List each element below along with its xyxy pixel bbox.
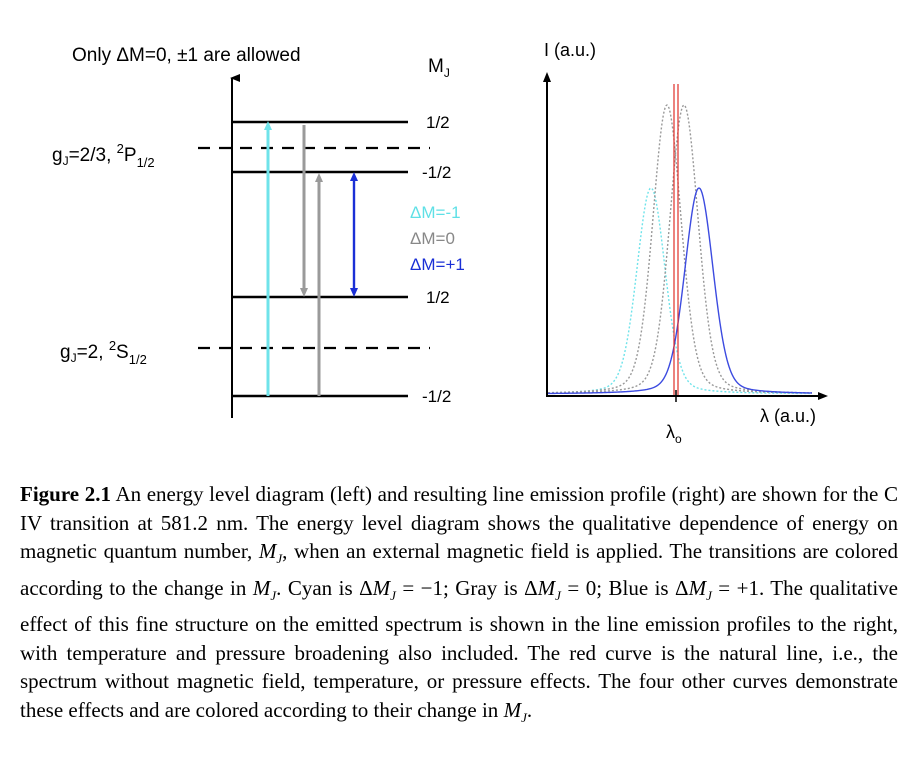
caption-mj-2: MJ bbox=[253, 576, 276, 600]
transition-gray-arrow-2 bbox=[315, 173, 323, 396]
caption-text-4: = −1; Gray is Δ bbox=[396, 576, 538, 600]
figure-caption: Figure 2.1 An energy level diagram (left… bbox=[20, 480, 898, 733]
caption-mj-5: MJ bbox=[689, 576, 712, 600]
level-label-lower-minus-half: -1/2 bbox=[422, 387, 451, 406]
y-axis-label: I (a.u.) bbox=[544, 40, 596, 60]
caption-mj-6: MJ bbox=[504, 698, 527, 722]
lower-state-label: gJ=2, 2S1/2 bbox=[60, 338, 147, 367]
spectrum-curves bbox=[548, 105, 812, 393]
caption-mj-4: MJ bbox=[538, 576, 561, 600]
figure-svg: Only ΔM=0, ±1 are allowed MJ gJ=2/3, 2P1… bbox=[0, 0, 918, 470]
figure-panel: Only ΔM=0, ±1 are allowed MJ gJ=2/3, 2P1… bbox=[0, 0, 918, 470]
legend-delta-m-minus-1: ΔM=-1 bbox=[410, 203, 461, 222]
level-label-upper-plus-half: 1/2 bbox=[426, 113, 450, 132]
caption-mj-1: MJ bbox=[259, 539, 282, 563]
mj-header: MJ bbox=[428, 56, 450, 80]
caption-mj-3: MJ bbox=[373, 576, 396, 600]
level-label-lower-plus-half: 1/2 bbox=[426, 288, 450, 307]
transition-blue-arrow bbox=[350, 172, 358, 297]
legend-delta-m-0: ΔM=0 bbox=[410, 229, 455, 248]
caption-label: Figure 2.1 bbox=[20, 482, 111, 506]
curve-gray-2 bbox=[548, 105, 812, 393]
spectrum-axes bbox=[543, 72, 828, 402]
curve-cyan bbox=[548, 188, 812, 393]
level-label-upper-minus-half: -1/2 bbox=[422, 163, 451, 182]
transition-cyan-arrow bbox=[264, 121, 272, 396]
legend-delta-m-plus-1: ΔM=+1 bbox=[410, 255, 465, 274]
x-axis-label: λ (a.u.) bbox=[760, 406, 816, 426]
caption-text-5: = 0; Blue is Δ bbox=[561, 576, 689, 600]
curve-gray-1 bbox=[548, 105, 812, 393]
caption-text-7: . bbox=[527, 698, 532, 722]
center-wavelength-label: λo bbox=[666, 422, 682, 446]
upper-state-label: gJ=2/3, 2P1/2 bbox=[52, 141, 155, 170]
caption-text-3: . Cyan is Δ bbox=[276, 576, 372, 600]
transition-gray-arrow-1 bbox=[300, 125, 308, 297]
selection-rule-text: Only ΔM=0, ±1 are allowed bbox=[72, 45, 301, 66]
